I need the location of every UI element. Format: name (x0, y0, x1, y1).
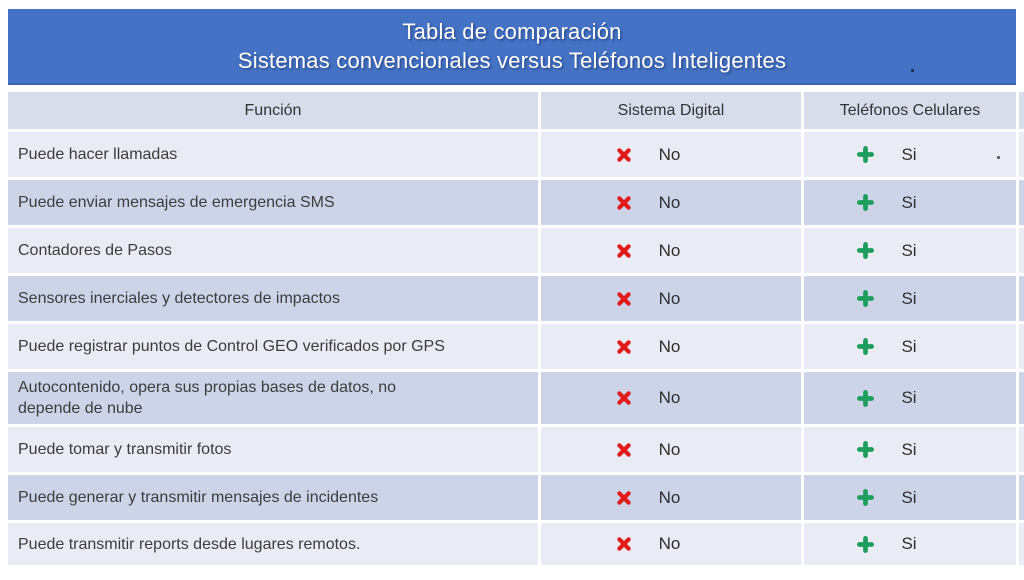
row-edge-sliver (1019, 276, 1024, 321)
plus-icon (857, 194, 875, 211)
column-header-telefonos-celulares: Teléfonos Celulares (804, 92, 1016, 129)
telefonos-celulares-cell: Si (804, 427, 1016, 472)
no-label: No (658, 144, 681, 164)
table-row: Puede tomar y transmitir fotos No Si (8, 427, 1024, 472)
row-edge-sliver (1019, 523, 1024, 565)
header-row: Función Sistema Digital Teléfonos Celula… (8, 92, 1024, 129)
cross-icon (616, 390, 632, 406)
plus-icon (857, 489, 875, 506)
funcion-cell: Puede registrar puntos de Control GEO ve… (8, 324, 538, 369)
telefonos-celulares-cell: Si (804, 372, 1016, 424)
si-label: Si (901, 388, 917, 407)
si-label: Si (901, 288, 917, 308)
title-line-1: Tabla de comparación (402, 19, 622, 44)
plus-icon (857, 290, 875, 307)
telefonos-celulares-cell: Si (804, 228, 1016, 273)
table-row: Autocontenido, opera sus propias bases d… (8, 372, 1024, 424)
telefonos-celulares-cell: Si (804, 324, 1016, 369)
cross-icon (616, 147, 632, 163)
funcion-cell: Sensores inerciales y detectores de impa… (8, 276, 538, 321)
plus-icon (857, 389, 875, 407)
stray-dot-row1 (997, 156, 1000, 159)
no-label: No (658, 388, 681, 407)
sistema-digital-cell: No (541, 372, 801, 424)
no-label: No (658, 288, 681, 308)
table-row: Puede transmitir reports desde lugares r… (8, 523, 1024, 565)
telefonos-celulares-cell: Si (804, 132, 1016, 177)
sistema-digital-cell: No (541, 276, 801, 321)
si-label: Si (901, 336, 917, 356)
cross-icon (616, 442, 632, 458)
si-label: Si (901, 240, 917, 260)
sistema-digital-cell: No (541, 523, 801, 565)
cross-icon (616, 243, 632, 259)
no-label: No (658, 534, 681, 553)
sistema-digital-cell: No (541, 132, 801, 177)
no-label: No (658, 240, 681, 260)
funcion-cell: Puede tomar y transmitir fotos (8, 427, 538, 472)
column-header-sistema-digital: Sistema Digital (541, 92, 801, 129)
sistema-digital-cell: No (541, 427, 801, 472)
column-header-funcion: Función (8, 92, 538, 129)
sistema-digital-cell: No (541, 228, 801, 273)
slide-title-banner: Tabla de comparación Sistemas convencion… (8, 9, 1016, 85)
funcion-cell: Puede transmitir reports desde lugares r… (8, 523, 538, 565)
table-row: Puede enviar mensajes de emergencia SMS … (8, 180, 1024, 225)
row-edge-sliver (1019, 475, 1024, 520)
table-row: Puede hacer llamadas No Si (8, 132, 1024, 177)
sistema-digital-cell: No (541, 475, 801, 520)
plus-icon (857, 441, 875, 458)
telefonos-celulares-cell: Si (804, 276, 1016, 321)
stray-dot-banner (911, 69, 914, 72)
row-edge-sliver (1019, 324, 1024, 369)
cross-icon (616, 490, 632, 506)
cross-icon (616, 291, 632, 307)
table-row: Puede generar y transmitir mensajes de i… (8, 475, 1024, 520)
telefonos-celulares-cell: Si (804, 523, 1016, 565)
si-label: Si (901, 534, 917, 553)
row-edge-sliver (1019, 372, 1024, 424)
cross-icon (616, 536, 632, 552)
row-edge-sliver (1019, 427, 1024, 472)
no-label: No (658, 439, 681, 459)
cross-icon (616, 339, 632, 355)
comparison-table: Función Sistema Digital Teléfonos Celula… (8, 92, 1024, 565)
table-row: Contadores de Pasos No Si (8, 228, 1024, 273)
sistema-digital-cell: No (541, 180, 801, 225)
cross-icon (616, 195, 632, 211)
title-line-2: Sistemas convencionales versus Teléfonos… (237, 48, 787, 73)
funcion-cell: Puede hacer llamadas (8, 132, 538, 177)
row-edge-sliver (1019, 180, 1024, 225)
row-edge-sliver (1019, 228, 1024, 273)
telefonos-celulares-cell: Si (804, 180, 1016, 225)
telefonos-celulares-cell: Si (804, 475, 1016, 520)
plus-icon (857, 242, 875, 259)
plus-icon (857, 146, 875, 163)
no-label: No (658, 192, 681, 212)
plus-icon (857, 535, 875, 553)
plus-icon (857, 338, 875, 355)
si-label: Si (901, 487, 917, 507)
funcion-cell: Puede generar y transmitir mensajes de i… (8, 475, 538, 520)
no-label: No (658, 487, 681, 507)
funcion-cell: Puede enviar mensajes de emergencia SMS (8, 180, 538, 225)
no-label: No (658, 336, 681, 356)
table-row: Sensores inerciales y detectores de impa… (8, 276, 1024, 321)
si-label: Si (901, 192, 917, 212)
sistema-digital-cell: No (541, 324, 801, 369)
si-label: Si (901, 144, 917, 164)
funcion-cell: Autocontenido, opera sus propias bases d… (8, 372, 538, 424)
row-edge-sliver (1019, 92, 1024, 129)
si-label: Si (901, 439, 917, 459)
table-row: Puede registrar puntos de Control GEO ve… (8, 324, 1024, 369)
row-edge-sliver (1019, 132, 1024, 177)
funcion-cell: Contadores de Pasos (8, 228, 538, 273)
